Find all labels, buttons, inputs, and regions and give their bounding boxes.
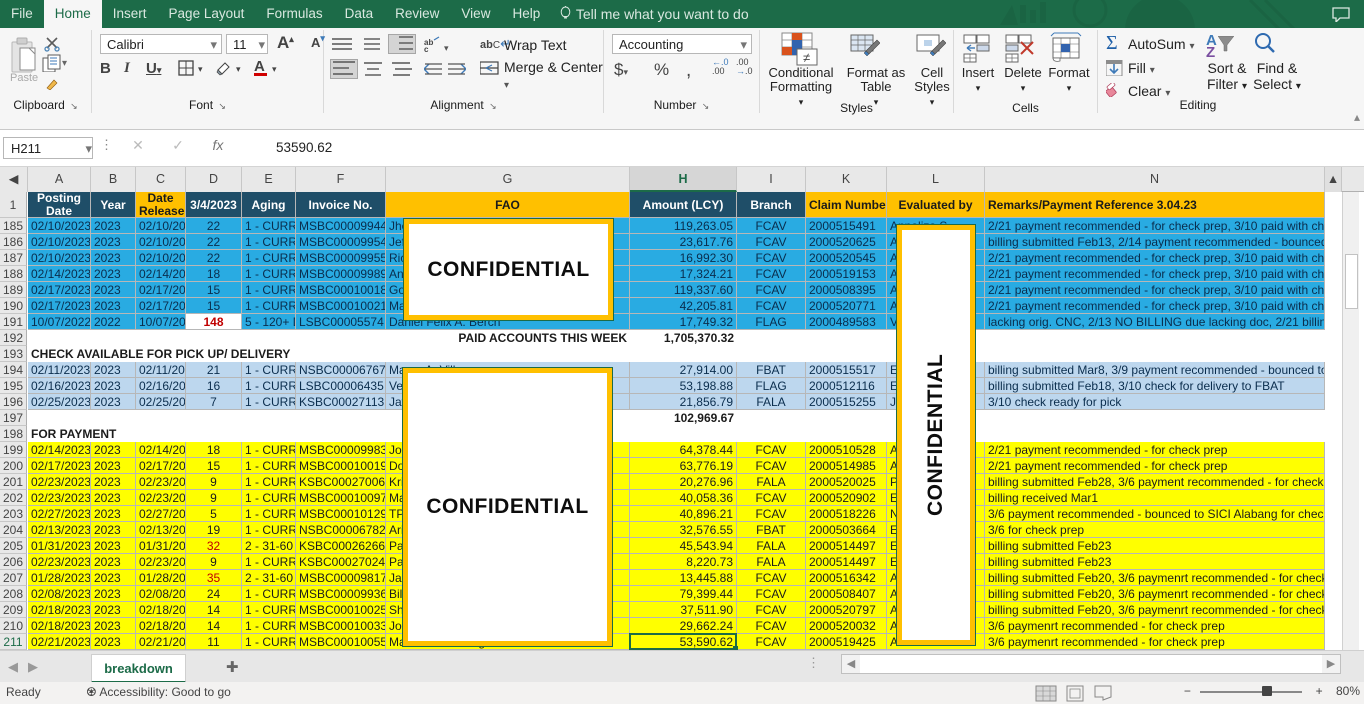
svg-text:≠: ≠ [803,50,810,65]
svg-text:c: c [424,45,429,52]
